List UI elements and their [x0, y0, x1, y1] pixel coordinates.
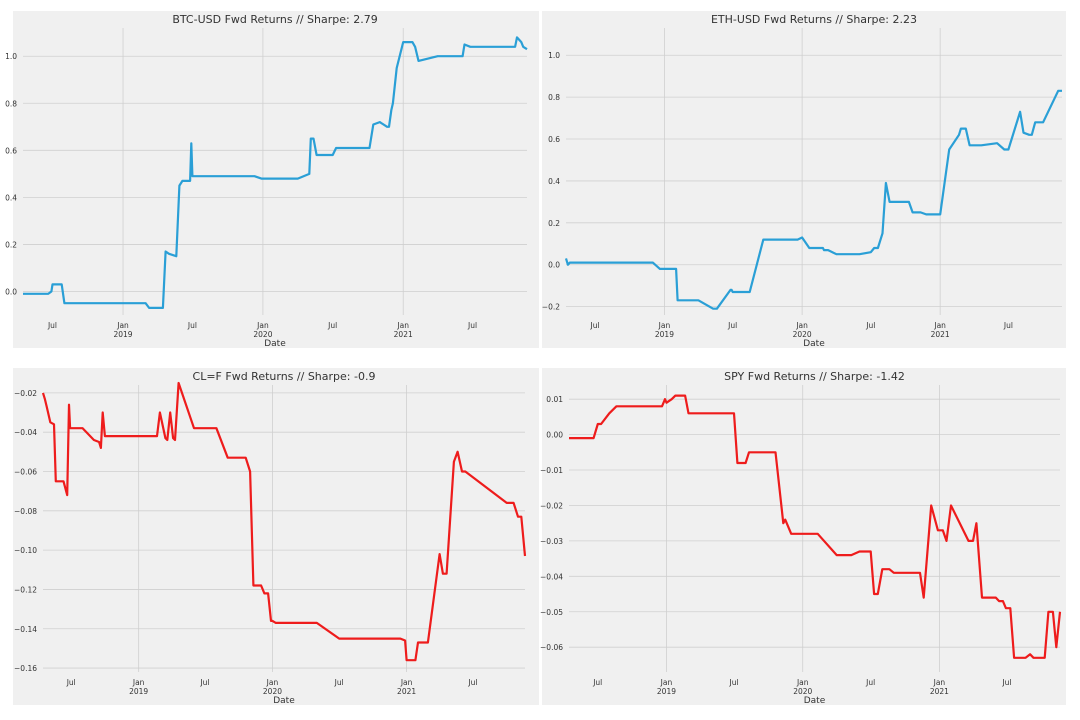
x-axis-label: Date [273, 696, 295, 706]
x-tick-label: Jul [1003, 321, 1013, 330]
x-tick-label: Jan [266, 678, 279, 687]
y-tick-label: −0.04 [540, 572, 563, 581]
y-tick-label: −0.06 [14, 467, 37, 476]
x-tick-label: Jan [933, 321, 946, 330]
chart-title: SPY Fwd Returns // Sharpe: -1.42 [724, 370, 905, 383]
y-tick-label: 0.0 [5, 287, 17, 296]
x-tick-label: Jul [727, 321, 737, 330]
y-tick-label: 0.6 [548, 135, 560, 144]
x-tick-label: Jul [592, 678, 602, 687]
x-tick-label: Jul [47, 321, 57, 330]
x-tick-label: Jul [66, 678, 76, 687]
x-tick-year-label: 2021 [931, 330, 950, 339]
y-tick-label: 0.2 [548, 219, 560, 228]
series-line [569, 394, 1062, 659]
x-tick-label: Jul [1001, 678, 1011, 687]
y-tick-label: −0.12 [14, 585, 37, 594]
x-tick-label: Jan [400, 678, 413, 687]
x-tick-year-label: 2021 [394, 330, 413, 339]
x-tick-label: Jul [187, 321, 197, 330]
y-tick-label: −0.08 [14, 507, 37, 516]
y-tick-label: 0.8 [5, 99, 17, 108]
y-tick-label: 0.01 [546, 395, 563, 404]
x-tick-label: Jan [796, 678, 809, 687]
x-tick-label: Jul [865, 321, 875, 330]
x-tick-year-label: 2021 [930, 687, 949, 696]
x-tick-label: Jan [795, 321, 808, 330]
chart-panel-eth: −0.2 0.0 0.2 0.4 0.6 0.8 1.0 Jul Jan 2019 Jul Jan 20… [542, 11, 1066, 349]
y-tick-label: −0.03 [540, 537, 563, 546]
x-tick-label: Jul [467, 678, 477, 687]
y-tick-label: −0.10 [14, 546, 37, 555]
series-line [41, 381, 527, 662]
y-tick-label: −0.2 [542, 303, 560, 312]
x-axis-label: Date [804, 696, 826, 706]
x-tick-label: Jan [658, 321, 671, 330]
y-tick-label: 0.0 [548, 261, 560, 270]
y-tick-label: 0.2 [5, 240, 17, 249]
x-tick-label: Jul [327, 321, 337, 330]
x-axis-label: Date [264, 339, 286, 349]
y-tick-label: −0.02 [540, 501, 563, 510]
chart-title: BTC-USD Fwd Returns // Sharpe: 2.79 [172, 13, 377, 26]
x-tick-year-label: 2019 [113, 330, 132, 339]
x-tick-label: Jul [467, 321, 477, 330]
x-tick-label: Jul [865, 678, 875, 687]
x-tick-year-label: 2020 [263, 687, 282, 696]
x-tick-year-label: 2021 [397, 687, 416, 696]
y-tick-label: 1.0 [548, 51, 560, 60]
y-tick-label: −0.04 [14, 428, 37, 437]
chart-title: CL=F Fwd Returns // Sharpe: -0.9 [193, 370, 376, 383]
chart-title: ETH-USD Fwd Returns // Sharpe: 2.23 [711, 13, 917, 26]
x-tick-label: Jul [199, 678, 209, 687]
x-tick-year-label: 2020 [793, 687, 812, 696]
chart-panel-spy: −0.06 −0.05 −0.04 −0.03 −0.02 −0.01 0.00 0.01 Ju… [540, 368, 1066, 706]
spy-chart: −0.06 −0.05 −0.04 −0.03 −0.02 −0.01 0.00 0.01 Ju… [540, 370, 1062, 706]
y-tick-label: −0.05 [540, 608, 563, 617]
y-tick-label: 0.6 [5, 146, 17, 155]
series-line [564, 89, 1062, 310]
y-tick-label: −0.14 [14, 625, 37, 634]
x-tick-label: Jul [590, 321, 600, 330]
x-tick-label: Jul [334, 678, 344, 687]
x-tick-year-label: 2019 [129, 687, 148, 696]
y-tick-label: 0.4 [548, 177, 560, 186]
x-tick-label: Jan [256, 321, 269, 330]
x-axis-label: Date [803, 339, 825, 349]
x-tick-label: Jan [132, 678, 145, 687]
x-tick-year-label: 2020 [253, 330, 272, 339]
chart-panel-clf: −0.16 −0.14 −0.12 −0.10 −0.08 −0.06 −0.04 −0.02… [13, 368, 539, 706]
x-tick-label: Jan [660, 678, 673, 687]
series-line [23, 36, 528, 309]
y-tick-label: 0.8 [548, 93, 560, 102]
y-tick-label: −0.06 [540, 643, 563, 652]
x-tick-label: Jan [116, 321, 129, 330]
y-tick-label: 0.00 [546, 431, 563, 440]
chart-panel-btc: 0.0 0.2 0.4 0.6 0.8 1.0 Jul Jan 2019 Jul Jan 2020 Ju… [5, 11, 539, 349]
x-tick-year-label: 2019 [657, 687, 676, 696]
clf-chart: −0.16 −0.14 −0.12 −0.10 −0.08 −0.06 −0.04 −0.02… [14, 370, 527, 706]
x-tick-label: Jul [729, 678, 739, 687]
y-tick-label: 0.4 [5, 193, 17, 202]
x-tick-year-label: 2020 [793, 330, 812, 339]
y-tick-label: −0.01 [540, 466, 563, 475]
y-tick-label: −0.02 [14, 389, 37, 398]
x-tick-label: Jan [396, 321, 409, 330]
x-tick-year-label: 2019 [655, 330, 674, 339]
y-tick-label: 1.0 [5, 52, 17, 61]
x-tick-label: Jan [933, 678, 946, 687]
y-tick-label: −0.16 [14, 664, 37, 673]
